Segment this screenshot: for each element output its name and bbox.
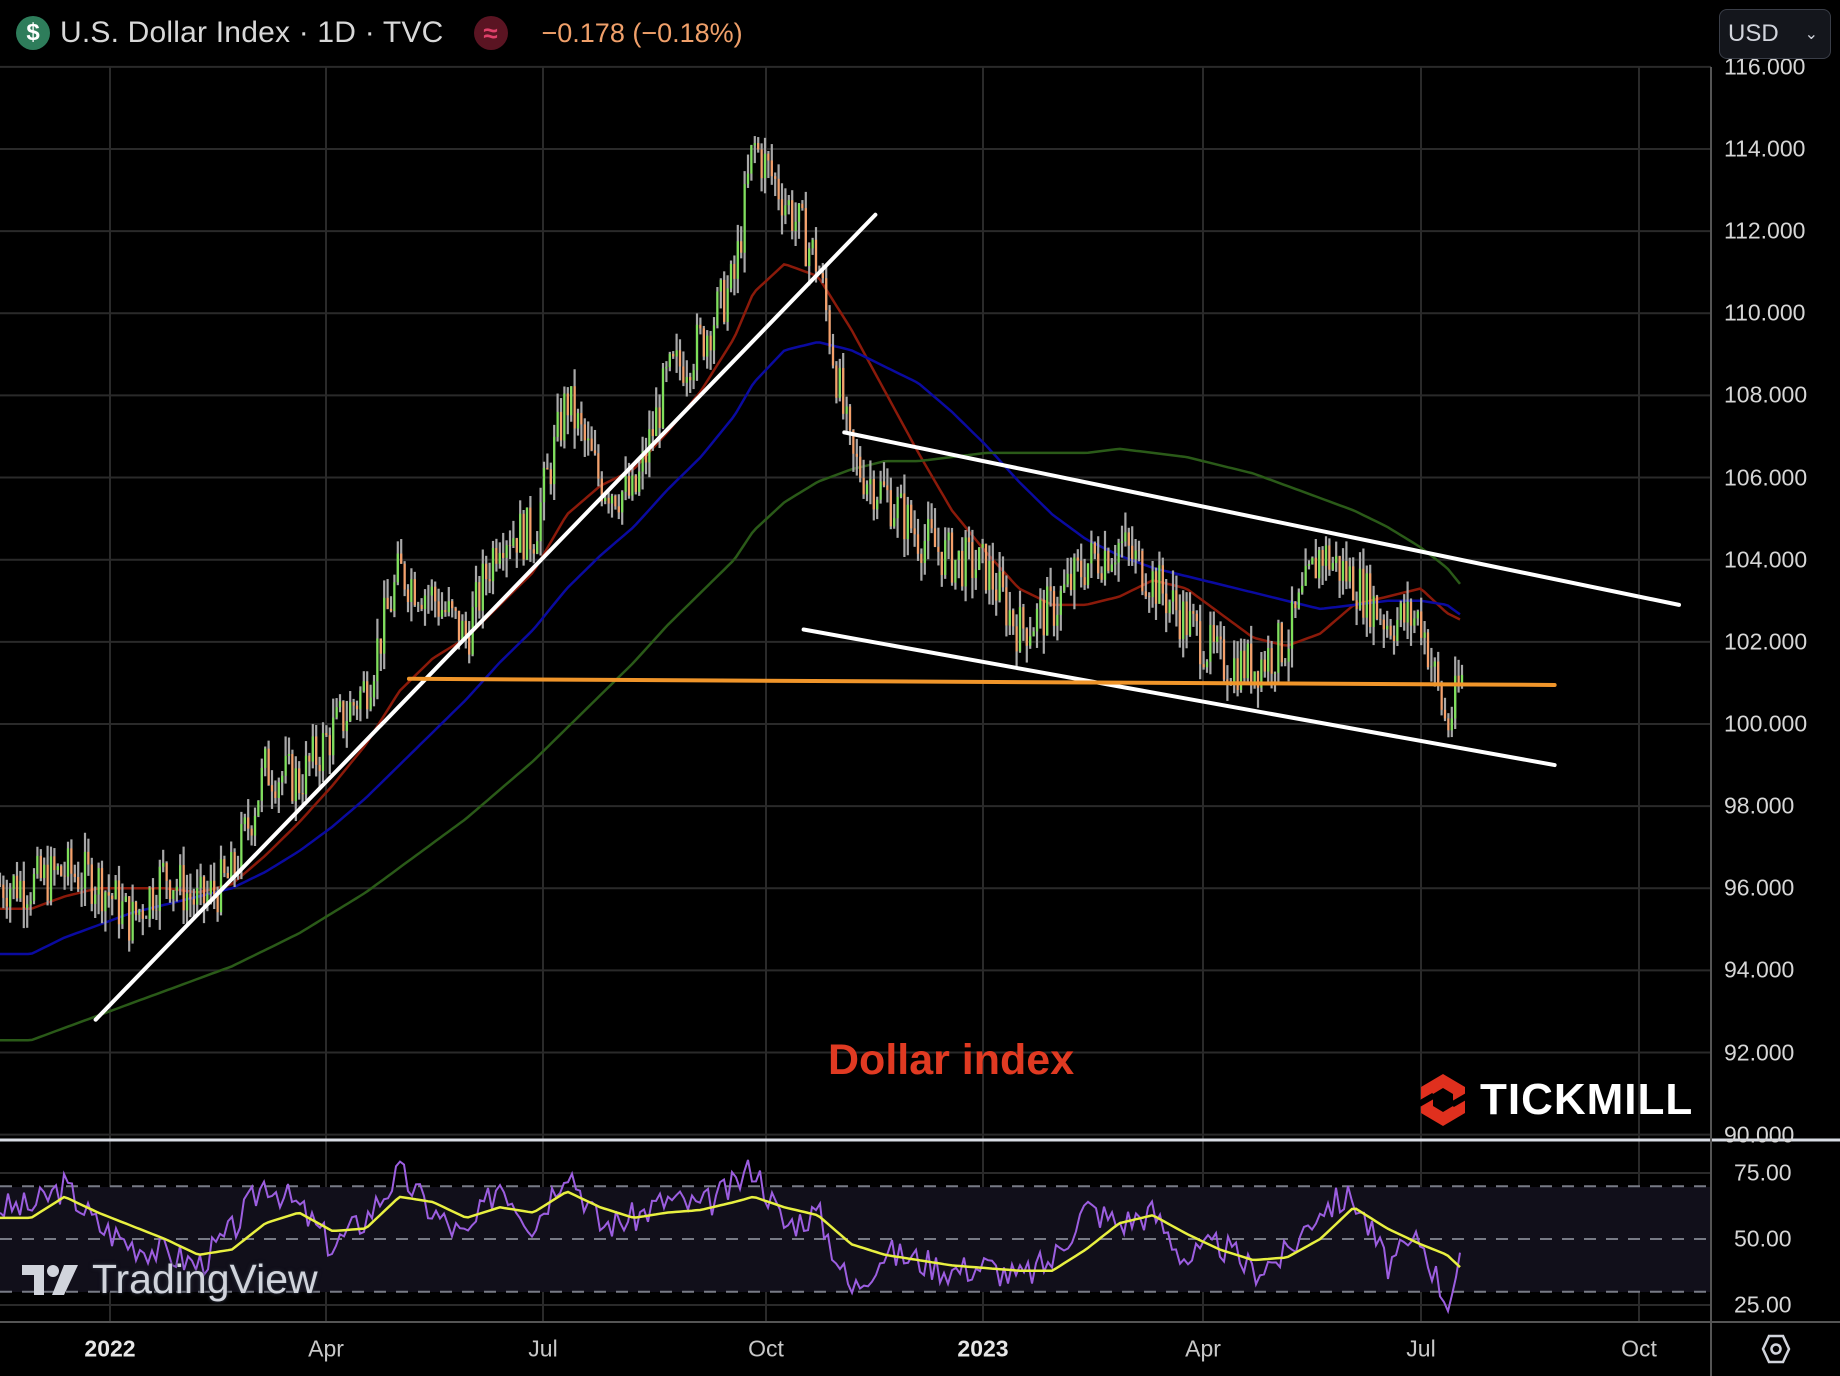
price-axis[interactable]: 116.000 114.000 112.000 110.000 108.000 106.0… [1724,0,1840,1147]
tradingview-label: TradingView [92,1256,318,1302]
time-tick-label: 2023 [957,1335,1009,1362]
settings-hexagon-icon [1761,1334,1790,1364]
time-tick-label: Apr [1185,1335,1221,1362]
rsi-tick-label: 25.00 [1734,1291,1792,1318]
price-tick-label: 112.000 [1724,217,1806,244]
tickmill-label: TICKMILL [1480,1075,1694,1124]
price-tick-label: 100.000 [1724,710,1808,737]
rsi-indicator [0,1159,1461,1315]
channel_top-line[interactable] [842,430,1682,607]
price-tick-label: 108.000 [1724,381,1808,408]
price-change: −0.178 (−0.18%) [541,17,743,48]
price-tick-label: 104.000 [1724,546,1808,573]
dollar-symbol-icon[interactable]: $ [16,16,50,50]
price-tick-label: 106.000 [1724,464,1808,491]
chart-header: $ U.S. Dollar Index · 1D · TVC ≈ −0.178 … [0,0,743,66]
price-tick-label: 90.000 [1724,1121,1795,1148]
price-tick-label: 114.000 [1724,135,1806,162]
price-tick-label: 92.000 [1724,1039,1795,1066]
currency-select[interactable]: USD ⌄ [1719,9,1831,59]
tradingview-logo-icon [22,1264,78,1295]
rsi-line [0,1159,1461,1315]
time-tick-label: Jul [1406,1335,1436,1362]
chart-annotation: Dollar index [828,1036,1075,1084]
source-wave-icon[interactable]: ≈ [473,16,508,50]
rsi-ma-line [0,1190,1461,1272]
channel_bottom-line[interactable] [801,627,1557,768]
price-tick-label: 94.000 [1724,956,1795,983]
support-line[interactable] [406,676,1557,687]
trendlines[interactable] [93,212,1682,1022]
tickmill-watermark: TICKMILL [1418,1072,1693,1128]
price-bars [0,136,1464,952]
tradingview-watermark[interactable]: TradingView [20,1256,318,1303]
tickmill-logo-icon [1418,1074,1468,1126]
time-tick-label: Jul [528,1335,558,1362]
price-tick-label: 110.000 [1724,299,1806,326]
time-tick-label: Oct [748,1335,784,1362]
rsi-tick-label: 75.00 [1734,1159,1792,1186]
price-tick-label: 102.000 [1724,628,1808,655]
uptrend-line[interactable] [93,212,878,1022]
moving-averages [0,263,1461,1042]
symbol-title[interactable]: U.S. Dollar Index · 1D · TVC [60,16,444,49]
time-tick-label: Oct [1621,1335,1657,1362]
price-tick-label: 98.000 [1724,792,1795,819]
time-tick-label: Apr [308,1335,344,1362]
chart-settings-button[interactable] [1711,1322,1840,1376]
currency-label: USD [1728,20,1779,47]
chevron-down-icon: ⌄ [1804,26,1818,43]
rsi-axis[interactable]: 75.00 50.00 25.00 [1734,1140,1840,1322]
time-axis[interactable]: 2022 Apr Jul Oct 2023 Apr Jul Oct [0,1322,1711,1376]
grid-lines [0,65,1711,1322]
rsi-band [0,1187,1711,1292]
time-tick-label: 2022 [84,1335,136,1362]
rsi-tick-label: 50.00 [1734,1225,1792,1252]
price-tick-label: 96.000 [1724,874,1795,901]
